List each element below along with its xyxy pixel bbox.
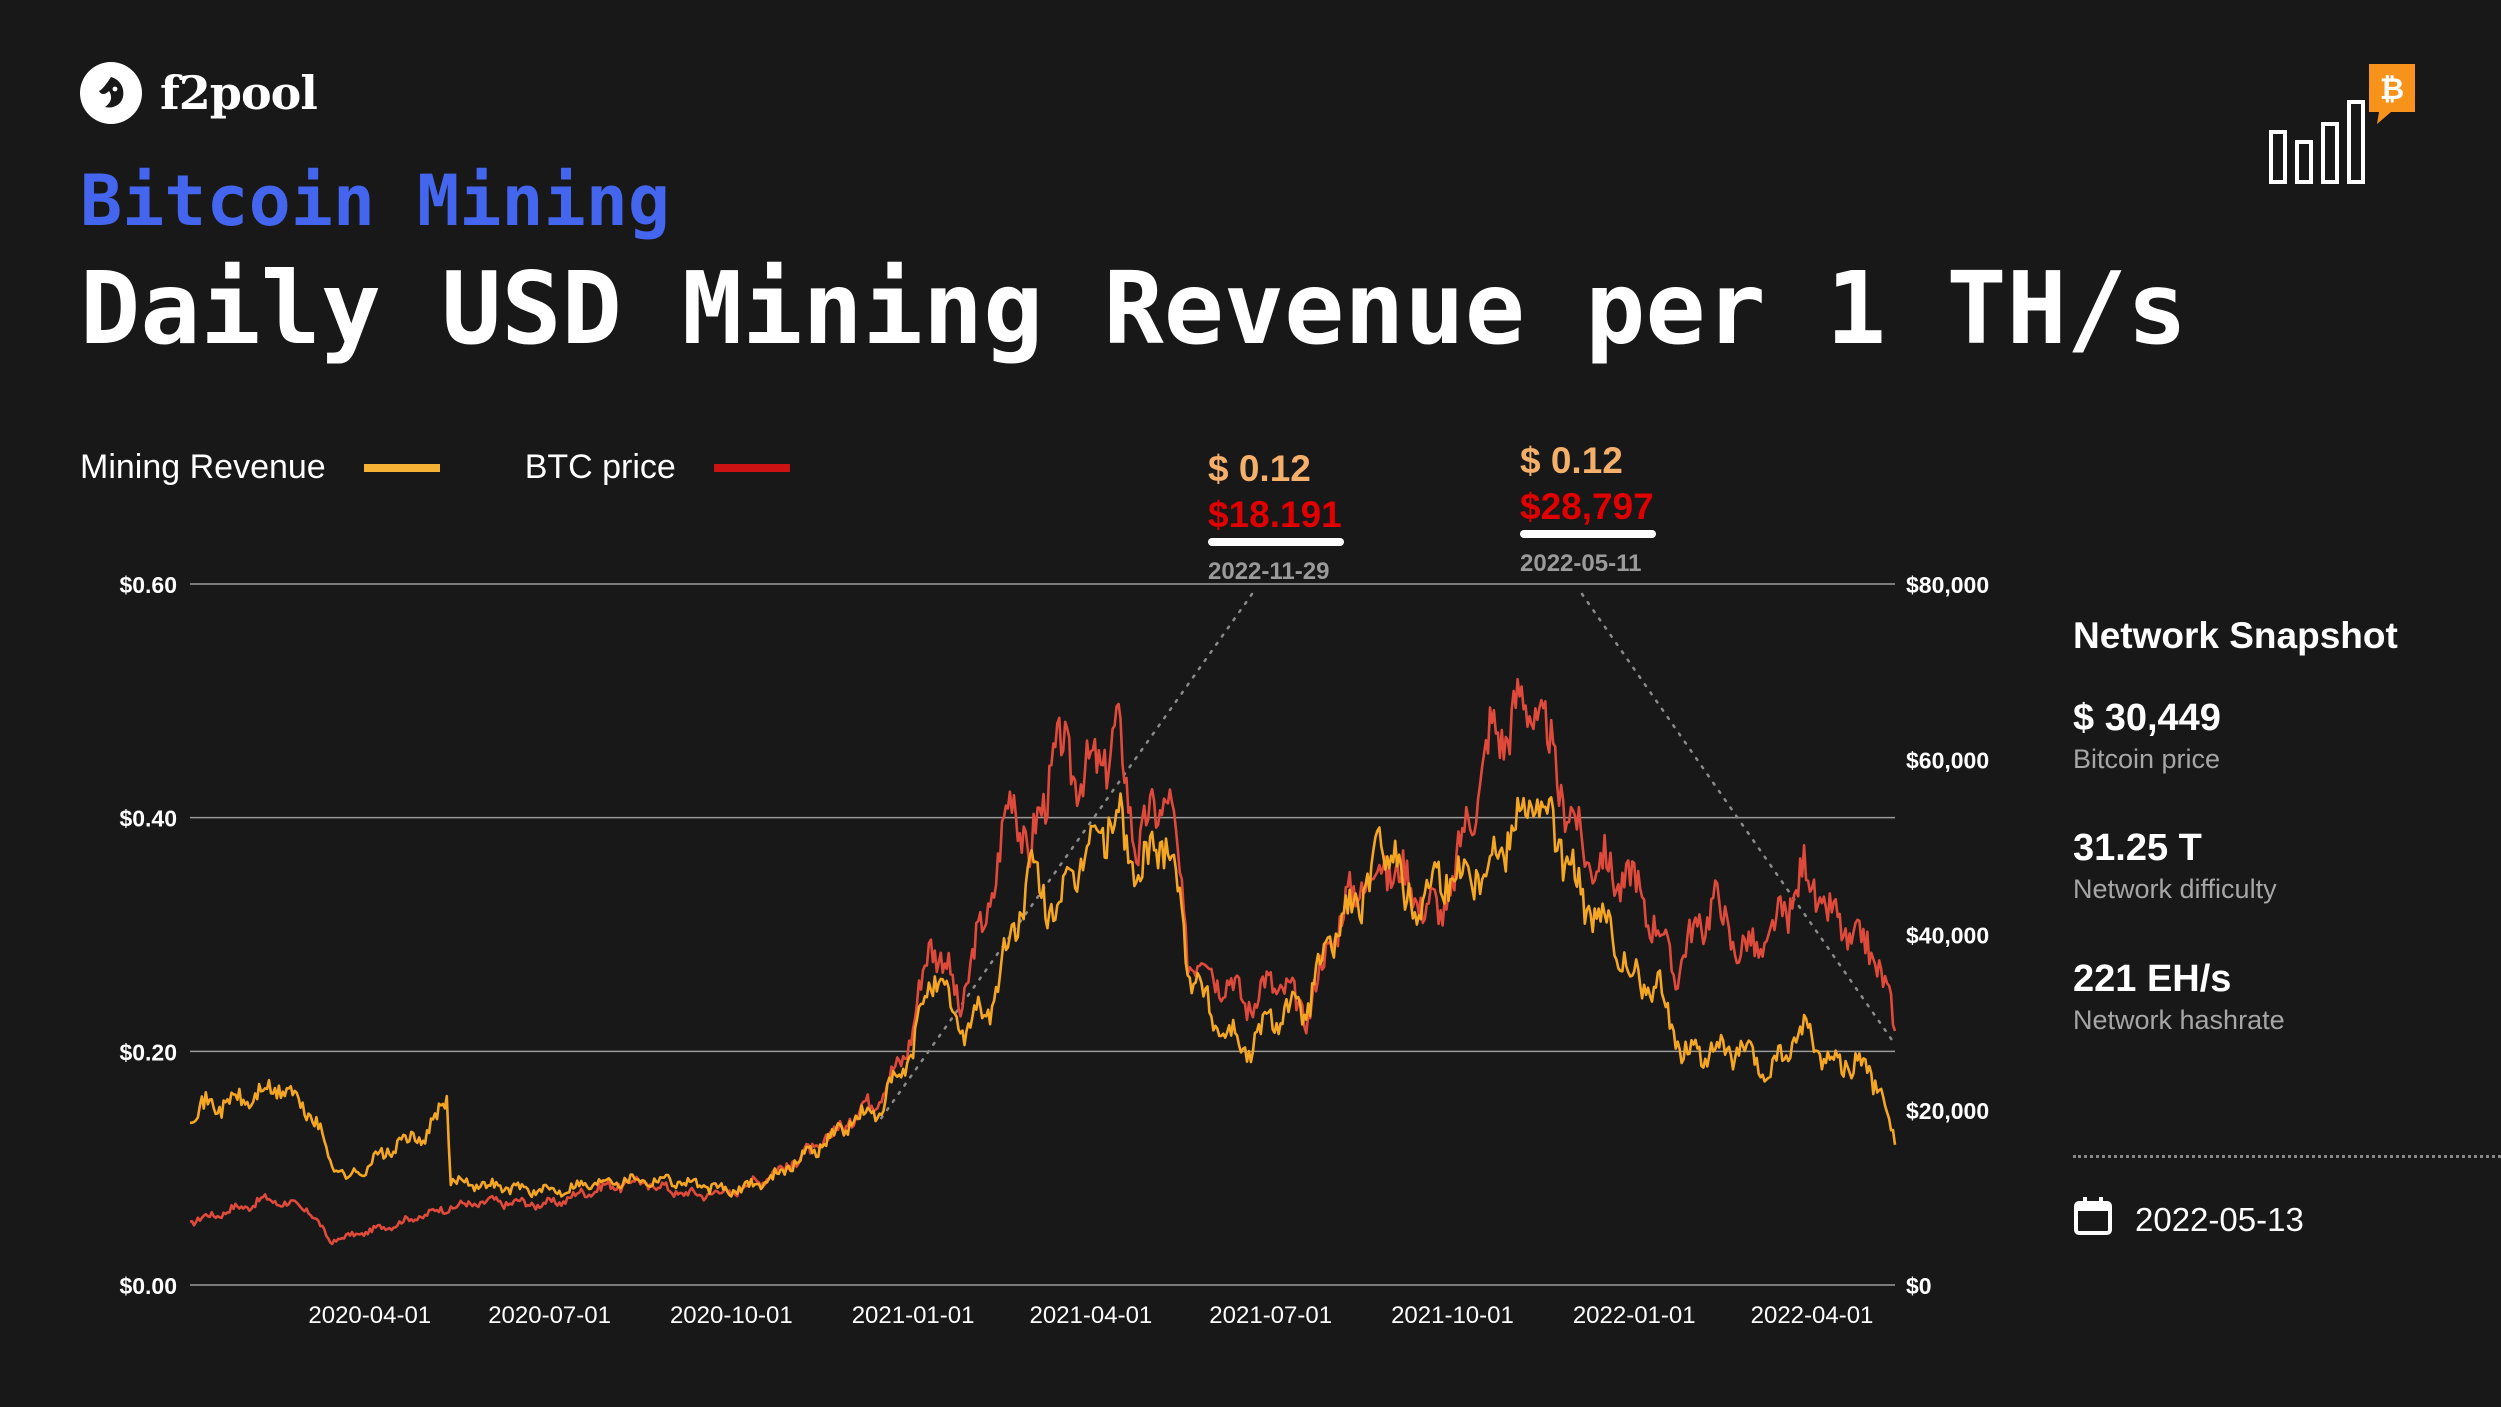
x-tick-label: 2022-01-01 [1573, 1302, 1696, 1329]
callout-btc-price: $28,797 [1520, 486, 1654, 527]
snapshot-divider [2073, 1155, 2501, 1158]
page-subtitle: Bitcoin Mining [80, 160, 671, 242]
snapshot-value: $ 30,449 [2073, 697, 2221, 739]
snapshot-item-hashrate: 221 EH/s Network hashrate [2073, 958, 2285, 1036]
callout-date: 2022-05-11 [1520, 550, 1642, 577]
f2pool-logo-icon [80, 62, 142, 124]
legend-swatch-revenue [363, 463, 440, 472]
legend-item-revenue: Mining Revenue [80, 448, 440, 487]
y-tick-label-right: $80,000 [1906, 572, 1989, 598]
brand-name: f2pool [160, 66, 318, 120]
series-line-btc-price [189, 677, 1897, 1246]
callout-connector [878, 592, 1254, 1122]
y-tick-label-left: $0.00 [119, 1273, 177, 1299]
legend-label: BTC price [524, 448, 676, 486]
callout-underline [1208, 538, 1344, 546]
snapshot-value: 221 EH/s [2073, 958, 2232, 1000]
y-tick-label-left: $0.20 [119, 1039, 177, 1065]
chart-legend: Mining Revenue BTC price [80, 448, 875, 487]
series-line-mining-revenue [189, 792, 1897, 1199]
x-tick-label: 2022-04-01 [1751, 1302, 1874, 1329]
x-tick-label: 2020-10-01 [670, 1302, 793, 1329]
legend-swatch-btc [713, 463, 790, 472]
callout-connector [1580, 592, 1894, 1042]
snapshot-item-difficulty: 31.25 T Network difficulty [2073, 827, 2277, 905]
y-tick-label-left: $0.40 [119, 806, 177, 832]
y-tick-label-right: $20,000 [1906, 1098, 1989, 1124]
callout-1: $ 0.12 $18.191 2022-11-29 [1208, 448, 1344, 586]
snapshot-item-price: $ 30,449 Bitcoin price [2073, 697, 2221, 775]
snapshot-value: 31.25 T [2073, 827, 2202, 869]
callout-2: $ 0.12 $28,797 2022-05-11 [1520, 440, 1656, 578]
x-tick-label: 2020-04-01 [308, 1302, 431, 1329]
legend-item-btc: BTC price [525, 448, 790, 487]
callout-btc-price: $18.191 [1208, 494, 1342, 535]
snapshot-label: Network hashrate [2073, 1005, 2285, 1035]
snapshot-date-row: 2022-05-13 [2073, 1196, 2304, 1244]
y-tick-label-left: $0.60 [119, 572, 177, 598]
x-tick-label: 2020-07-01 [488, 1302, 611, 1329]
y-tick-label-right: $0 [1906, 1273, 1932, 1299]
svg-text:₿: ₿ [2380, 72, 2404, 107]
callout-date: 2022-11-29 [1208, 558, 1330, 585]
y-tick-label-right: $40,000 [1906, 923, 1989, 949]
callout-revenue: $ 0.12 [1520, 440, 1623, 481]
snapshot-label: Network difficulty [2073, 874, 2277, 904]
x-tick-label: 2021-07-01 [1209, 1302, 1332, 1329]
callout-underline [1520, 530, 1656, 538]
brand-logo: f2pool [80, 62, 318, 124]
x-tick-label: 2021-01-01 [852, 1302, 975, 1329]
calendar-icon [2073, 1196, 2113, 1244]
snapshot-label: Bitcoin price [2073, 744, 2221, 774]
bitcoin-chart-icon: ₿ [2265, 62, 2425, 197]
snapshot-panel: Network Snapshot [2073, 615, 2398, 657]
snapshot-title: Network Snapshot [2073, 615, 2398, 656]
snapshot-date: 2022-05-13 [2135, 1201, 2304, 1238]
y-tick-label-right: $60,000 [1906, 747, 1989, 773]
legend-label: Mining Revenue [80, 448, 326, 486]
x-tick-label: 2021-04-01 [1030, 1302, 1153, 1329]
callout-revenue: $ 0.12 [1208, 448, 1311, 489]
x-tick-label: 2021-10-01 [1391, 1302, 1514, 1329]
page-title: Daily USD Mining Revenue per 1 TH/s [80, 250, 2188, 367]
